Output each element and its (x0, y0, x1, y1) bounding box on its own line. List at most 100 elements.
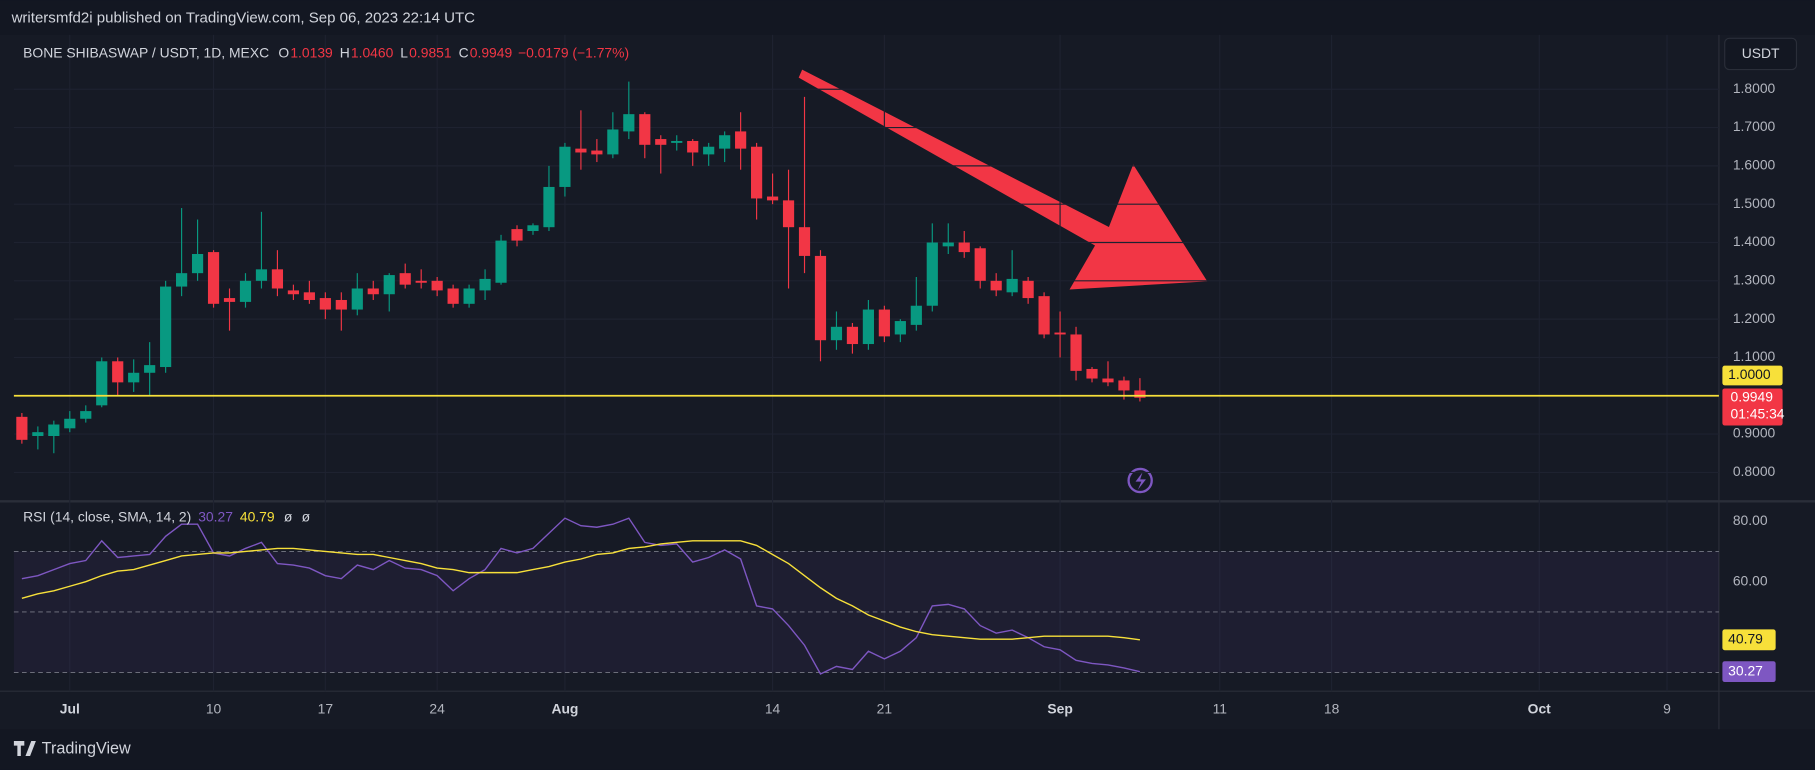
footer-logo (13, 740, 36, 756)
x-tick-label: 11 (1213, 700, 1228, 716)
candle-body (511, 229, 523, 241)
candle-body (80, 411, 92, 419)
legend-value: 1.0139 (290, 44, 333, 60)
x-tick-label: Aug (551, 700, 578, 716)
candle-body (1134, 390, 1146, 398)
candle-body (239, 280, 252, 302)
y-tick-label: 0.9000 (1733, 425, 1776, 441)
candle-body (958, 242, 970, 253)
x-tick-label: Oct (1528, 700, 1552, 716)
candle-body (655, 139, 667, 145)
legend-key: O (278, 44, 289, 60)
candle-body (1006, 278, 1018, 293)
candle-body (575, 148, 587, 153)
candle-body (191, 254, 204, 274)
candle-body (271, 269, 284, 289)
legend-title: RSI (14, close, SMA, 14, 2) (23, 508, 191, 524)
candle-body (64, 418, 76, 429)
legend-key: C (459, 44, 469, 60)
y-tick-label: 1.6000 (1733, 157, 1776, 173)
candle-body (1054, 332, 1066, 335)
chart-legend: BONE SHIBASWAP / USDT, 1D, MEXC O1.0139 H1… (23, 44, 629, 60)
candle-body (383, 275, 395, 295)
x-tick-label: 21 (877, 700, 893, 716)
legend-value: 1.0460 (351, 44, 394, 60)
y-tick-label: 1.8000 (1733, 80, 1776, 96)
y-tick-label: 0.8000 (1733, 463, 1776, 479)
candle-body (878, 309, 890, 337)
candle-body (798, 227, 811, 256)
footer-brand: TradingView (42, 739, 131, 757)
candle-body (735, 131, 747, 149)
candle-body (319, 298, 331, 310)
candle-body (894, 321, 906, 335)
x-tick-label: 10 (206, 700, 222, 716)
candle-body (766, 196, 779, 201)
x-tick-label: 18 (1324, 700, 1340, 716)
candle-body (351, 288, 363, 310)
currency-label[interactable]: USDT (1742, 45, 1780, 61)
candle-body (623, 114, 635, 132)
candle-body (415, 280, 427, 283)
annotation-arrow (798, 69, 1208, 290)
rsi-legend: RSI (14, close, SMA, 14, 2) 30.27 40.79 ø ø (23, 508, 310, 524)
candle-body (303, 292, 315, 300)
candle-body (926, 242, 938, 306)
candle-body (687, 140, 699, 153)
candle-body (207, 252, 220, 304)
candle-body (128, 372, 140, 383)
candle-body (703, 146, 715, 155)
candle-body (399, 273, 411, 285)
currency-button[interactable] (1724, 37, 1798, 71)
candle-body (1102, 378, 1114, 383)
candle-body (910, 305, 922, 325)
candle-body (671, 140, 683, 143)
candle-body (559, 146, 571, 187)
legend-key: L (400, 44, 408, 60)
legend-title: BONE SHIBASWAP / USDT, 1D, MEXC (23, 44, 269, 60)
candle-body (16, 416, 28, 440)
y-tick-label: 1.2000 (1733, 310, 1776, 326)
y-tick-label: 80.00 (1733, 512, 1768, 528)
candle-body (527, 225, 539, 232)
countdown-label: 01:45:34 (1731, 406, 1785, 422)
x-tick-label: 14 (765, 700, 781, 716)
candle-body (223, 298, 236, 302)
y-tick-label: 1.3000 (1733, 271, 1776, 287)
legend-value: 40.79 (240, 508, 275, 524)
y-tick-label: 1.1000 (1733, 348, 1776, 364)
candle-body (48, 424, 60, 436)
candle-body (1038, 296, 1050, 335)
y-tick-label: 60.00 (1733, 572, 1768, 588)
hline-label-box (1722, 365, 1783, 386)
candle-body (751, 146, 763, 199)
legend-value: 30.27 (198, 508, 233, 524)
footer (0, 729, 1815, 770)
candle-body (463, 288, 475, 304)
candle-body (543, 186, 555, 228)
candle-body (1118, 380, 1130, 391)
y-tick-label: 1.4000 (1733, 233, 1776, 249)
legend-value: 0.9949 (470, 44, 513, 60)
candle-body (176, 273, 188, 287)
lightning-icon (1135, 472, 1146, 490)
x-tick-label: 9 (1663, 700, 1671, 716)
candle-body (495, 240, 507, 283)
y-tick-label: 1.7000 (1733, 118, 1776, 134)
value-box-label: 30.27 (1728, 662, 1763, 678)
candle-body (782, 200, 795, 228)
candle-body (255, 269, 268, 281)
hline-label: 1.0000 (1728, 366, 1771, 382)
x-tick-label: Jul (60, 700, 80, 716)
last-price-box (1722, 388, 1783, 426)
candle-body (335, 299, 347, 310)
candle-body (32, 432, 44, 436)
y-tick-label: 1.5000 (1733, 195, 1776, 211)
candle-body (287, 290, 299, 295)
candle-body (974, 248, 986, 281)
candle-body (1086, 368, 1098, 379)
rsi-line (21, 540, 1141, 641)
candle-body (639, 114, 651, 145)
value-box (1722, 629, 1776, 651)
